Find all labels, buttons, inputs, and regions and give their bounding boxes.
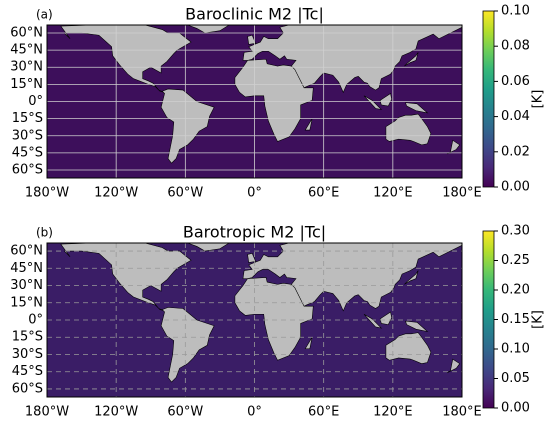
x-tick-label: 60°E <box>308 405 339 420</box>
y-tick-label: 15°N <box>10 295 43 310</box>
y-tick-label: 0° <box>28 94 43 109</box>
y-tick-label: 30°N <box>10 278 43 293</box>
map-frame <box>46 242 463 398</box>
colorbar-label: [K] <box>531 90 546 109</box>
colorbar-tick-label: 0.00 <box>501 180 530 195</box>
x-tick-label: 0° <box>247 405 262 420</box>
y-tick-label: 45°S <box>12 145 43 160</box>
y-tick-label: 60°S <box>12 163 43 178</box>
colorbar-tick-label: 0.02 <box>501 144 530 159</box>
chart-title: Barotropic M2 |Tc| <box>183 223 326 242</box>
y-tick-label: 30°S <box>12 128 43 143</box>
colorbar <box>482 230 495 409</box>
x-tick-label: 60°E <box>308 186 339 201</box>
chart-title: Baroclinic M2 |Tc| <box>185 5 324 24</box>
y-tick-label: 45°N <box>10 43 43 58</box>
y-tick-label: 60°N <box>10 25 43 40</box>
panel-label: (b) <box>36 226 53 240</box>
y-tick-label: 45°N <box>10 261 43 276</box>
colorbar-tick-label: 0.04 <box>501 109 530 124</box>
x-tick-label: 180°E <box>442 186 482 201</box>
x-tick-label: 180°E <box>442 405 482 420</box>
colorbar-tick-label: 0.25 <box>501 253 530 268</box>
colorbar <box>482 10 495 188</box>
y-tick-label: 15°S <box>12 330 43 345</box>
y-tick-label: 0° <box>28 313 43 328</box>
y-tick-label: 60°S <box>12 381 43 396</box>
colorbar-tick-label: 0.10 <box>501 4 530 19</box>
colorbar-tick-label: 0.08 <box>501 39 530 54</box>
y-tick-label: 45°S <box>12 364 43 379</box>
colorbar-tick-label: 0.00 <box>501 401 530 416</box>
x-tick-label: 120°W <box>94 405 138 420</box>
x-tick-label: 120°E <box>373 186 413 201</box>
panel-label: (a) <box>36 8 53 22</box>
x-tick-label: 60°W <box>167 186 203 201</box>
colorbar-tick-label: 0.15 <box>501 312 530 327</box>
colorbar-tick-label: 0.10 <box>501 342 530 357</box>
x-tick-label: 180°W <box>25 186 69 201</box>
colorbar-tick-label: 0.30 <box>501 224 530 239</box>
x-tick-label: 60°W <box>167 405 203 420</box>
y-tick-label: 60°N <box>10 244 43 259</box>
colorbar-tick-label: 0.06 <box>501 74 530 89</box>
x-tick-label: 120°E <box>373 405 413 420</box>
map-frame <box>46 24 463 179</box>
y-tick-label: 30°N <box>10 60 43 75</box>
x-tick-label: 0° <box>247 186 262 201</box>
x-tick-label: 180°W <box>25 405 69 420</box>
y-tick-label: 30°S <box>12 347 43 362</box>
x-tick-label: 120°W <box>94 186 138 201</box>
colorbar-label: [K] <box>531 310 546 329</box>
y-tick-label: 15°N <box>10 77 43 92</box>
colorbar-tick-label: 0.05 <box>501 371 530 386</box>
y-tick-label: 15°S <box>12 111 43 126</box>
colorbar-tick-label: 0.20 <box>501 283 530 298</box>
